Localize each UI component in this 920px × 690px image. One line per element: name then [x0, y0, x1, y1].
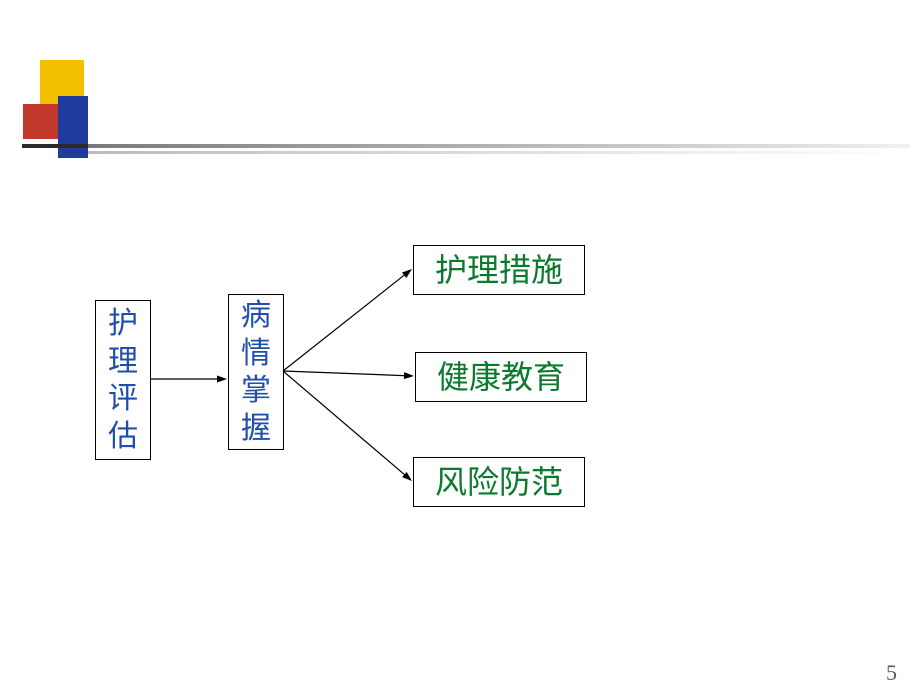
node-nursing-measures: 护理措施 [413, 245, 585, 295]
deco-red-rect [23, 104, 58, 139]
node-label: 风险防范 [435, 462, 563, 502]
slide-canvas: 护 理 评 估 病 情 掌 握 护理措施 健康教育 风险防范 5 [0, 0, 920, 690]
deco-line-gray-1 [88, 144, 910, 148]
node-health-education: 健康教育 [415, 352, 587, 402]
node-label: 健康教育 [437, 357, 565, 397]
node-label: 病 情 掌 握 [241, 297, 271, 447]
page-number: 5 [886, 660, 897, 686]
deco-blue-rect [58, 96, 88, 158]
node-risk-prevention: 风险防范 [413, 457, 585, 507]
node-condition-grasp: 病 情 掌 握 [228, 294, 284, 450]
node-nursing-assessment: 护 理 评 估 [95, 300, 151, 460]
node-label: 护理措施 [435, 250, 563, 290]
deco-line-gray-2 [88, 151, 910, 154]
node-label: 护 理 评 估 [108, 305, 138, 455]
deco-line-dark [22, 144, 88, 148]
